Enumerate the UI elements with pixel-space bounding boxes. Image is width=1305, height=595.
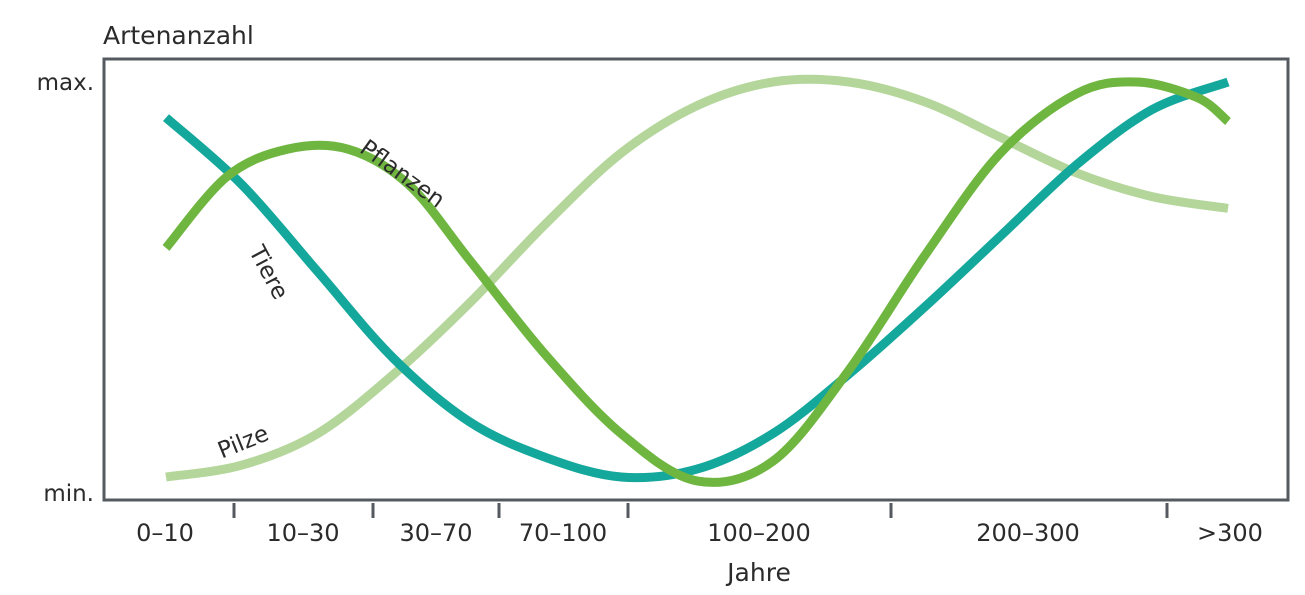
x-axis-label: Jahre (725, 558, 791, 587)
plot-frame (102, 57, 1290, 502)
series-curves (162, 74, 1231, 487)
x-tick-label: 100–200 (707, 519, 811, 547)
x-tick-label: >300 (1197, 519, 1263, 547)
x-tick-label: 0–10 (136, 519, 194, 547)
x-tick-label: 10–30 (266, 519, 339, 547)
y-tick-min: min. (43, 481, 94, 507)
series-label-tiere: Tiere (243, 241, 293, 304)
y-axis-label: Artenanzahl (103, 21, 254, 50)
y-tick-max: max. (37, 70, 94, 96)
x-tick-label: 70–100 (519, 519, 607, 547)
x-tick-label: 200–300 (976, 519, 1080, 547)
series-line-pflanzen (162, 77, 1231, 487)
x-tick-label: 30–70 (399, 519, 472, 547)
series-label-pflanzen: Pflanzen (355, 135, 449, 214)
series-line-pilze (165, 74, 1229, 482)
series-line-tiere (163, 77, 1230, 483)
x-axis-ticks: 0–10 10–30 30–70 70–100 100–200 200–300 >300 (136, 503, 1263, 547)
